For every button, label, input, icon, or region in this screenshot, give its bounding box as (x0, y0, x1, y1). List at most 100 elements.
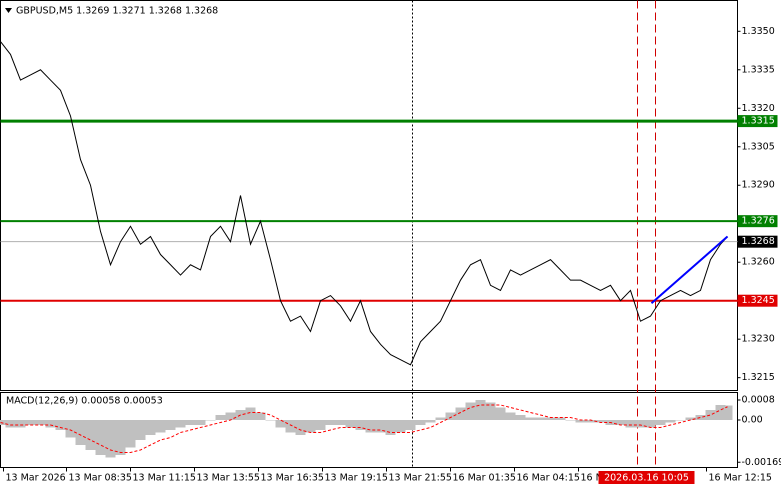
macd-bar (475, 400, 486, 420)
macd-bar (145, 420, 156, 435)
cursor-time-label: 2026.03.16 10:05 (604, 473, 689, 484)
macd-bar (385, 420, 396, 435)
price-label: 1.3276 (742, 216, 775, 227)
price-label: 1.3268 (742, 236, 775, 247)
macd-bar (255, 412, 266, 420)
macd-bar (155, 420, 166, 433)
macd-bar (395, 420, 406, 433)
macd-bar (345, 420, 356, 428)
macd-bar (205, 420, 216, 421)
x-tick-label: 16 Mar 12:15 (709, 473, 772, 484)
y-tick-label: 0.0008 (742, 395, 775, 406)
macd-bar (695, 415, 706, 420)
macd-bar (665, 420, 676, 423)
macd-bar (325, 420, 336, 425)
price-label: 1.3315 (742, 116, 775, 127)
price-label-box (737, 235, 778, 248)
macd-bar (485, 402, 496, 420)
macd-bar (185, 420, 196, 425)
y-tick-label: 1.3215 (742, 372, 775, 383)
macd-bar (575, 420, 586, 423)
macd-bar (425, 420, 436, 423)
macd-bar (585, 420, 596, 423)
macd-bar (565, 420, 576, 421)
macd-bar (525, 417, 536, 420)
macd-bar (675, 420, 686, 421)
y-tick-label: 1.3290 (742, 180, 775, 191)
y-tick-label: 1.3335 (742, 64, 775, 75)
macd-bar (55, 420, 66, 430)
macd-bar (335, 420, 346, 425)
macd-bar (135, 420, 146, 440)
macd-bar (715, 405, 726, 420)
y-tick-label: 1.3230 (742, 334, 775, 345)
price-label: 1.3245 (742, 295, 775, 306)
macd-bar (215, 415, 226, 420)
macd-bar (165, 420, 176, 430)
macd-bar (245, 407, 256, 420)
y-tick-label: 0.00 (742, 415, 763, 426)
price-label-box (737, 115, 778, 128)
macd-bar (705, 410, 716, 420)
y-tick-label: 1.3350 (742, 26, 775, 37)
macd-bar (65, 420, 76, 438)
macd-bar (415, 420, 426, 425)
macd-bar (315, 420, 326, 430)
macd-bar (625, 420, 636, 428)
macd-bar (85, 420, 96, 450)
macd-bar (105, 420, 116, 458)
x-tick-label: 13 Mar 16:35 (261, 473, 324, 484)
x-tick-label: 13 Mar 11:15 (133, 473, 196, 484)
macd-bar (655, 420, 666, 425)
y-tick-label: 1.3320 (742, 103, 775, 114)
macd-bar (0, 420, 6, 425)
macd-bar (635, 420, 646, 428)
macd-bar (5, 420, 16, 428)
macd-bar (175, 420, 186, 428)
macd-bar (722, 405, 733, 420)
chart-title: GBPUSD,M5 1.3269 1.3271 1.3268 1.3268 (16, 6, 218, 17)
macd-bar (435, 417, 446, 420)
y-tick-label: -0.00169 (742, 457, 781, 468)
macd-bar (595, 420, 606, 423)
macd-bar (375, 420, 386, 433)
y-tick-label: 1.3260 (742, 257, 775, 268)
macd-bar (285, 420, 296, 433)
price-line (0, 41, 728, 366)
macd-bar (465, 402, 476, 420)
x-tick-label: 13 Mar 21:55 (389, 473, 452, 484)
price-pane (0, 0, 738, 391)
macd-bar (535, 417, 546, 420)
macd-bar (645, 420, 656, 428)
macd-pane (0, 392, 738, 468)
macd-bar (115, 420, 126, 455)
macd-bar (685, 417, 696, 420)
x-tick-label: 13 Mar 13:55 (197, 473, 260, 484)
y-tick-label: 1.3305 (742, 141, 775, 152)
macd-bar (545, 417, 556, 420)
macd-bar (555, 417, 566, 420)
price-label-box (737, 215, 778, 228)
macd-bar (265, 420, 276, 421)
macd-bar (75, 420, 86, 445)
macd-bar (455, 407, 466, 420)
signal-line (0, 404, 728, 453)
menu-arrow[interactable] (5, 8, 12, 13)
macd-bar (355, 420, 366, 430)
macd-bar (615, 420, 626, 425)
x-tick-label: 16 Mar 01:35 (453, 473, 516, 484)
macd-bar (405, 420, 416, 430)
macd-bar (95, 420, 106, 455)
macd-bar (15, 420, 26, 428)
x-tick-label: 16 Mar 04:15 (517, 473, 580, 484)
macd-bar (365, 420, 376, 433)
macd-bar (25, 420, 36, 425)
x-tick-label: 13 Mar 19:15 (325, 473, 388, 484)
macd-bar (35, 420, 46, 425)
price-label-box (737, 294, 778, 307)
macd-bar (195, 420, 206, 425)
macd-bar (125, 420, 136, 448)
macd-bar (515, 415, 526, 420)
